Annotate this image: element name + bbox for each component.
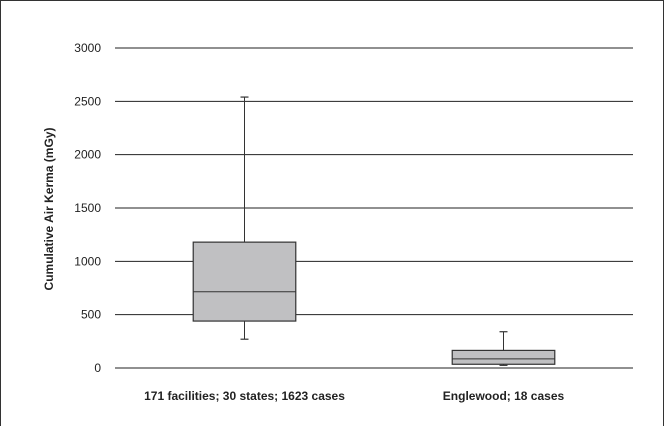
y-tick-label: 500 — [81, 308, 101, 322]
iqr-box — [451, 349, 556, 365]
x-category-label: 171 facilities; 30 states; 1623 cases — [144, 389, 345, 403]
y-tick-label: 3000 — [74, 41, 101, 55]
y-tick-label: 1000 — [74, 254, 101, 268]
y-tick-label: 2500 — [74, 94, 101, 108]
boxes — [192, 96, 556, 366]
y-tick-labels: 0 500 1000 1500 2000 2500 3000 — [74, 41, 101, 375]
x-category-labels: 171 facilities; 30 states; 1623 cases Eng… — [144, 389, 564, 403]
box-group — [192, 96, 297, 340]
y-tick-label: 1500 — [74, 201, 101, 215]
y-tick-label: 2000 — [74, 148, 101, 162]
iqr-box — [192, 241, 297, 322]
box-group — [451, 331, 556, 366]
y-axis-title: Cumulative Air Kerma (mGy) — [42, 128, 56, 291]
y-tick-label: 0 — [94, 361, 101, 375]
x-category-label: Englewood; 18 cases — [443, 389, 565, 403]
